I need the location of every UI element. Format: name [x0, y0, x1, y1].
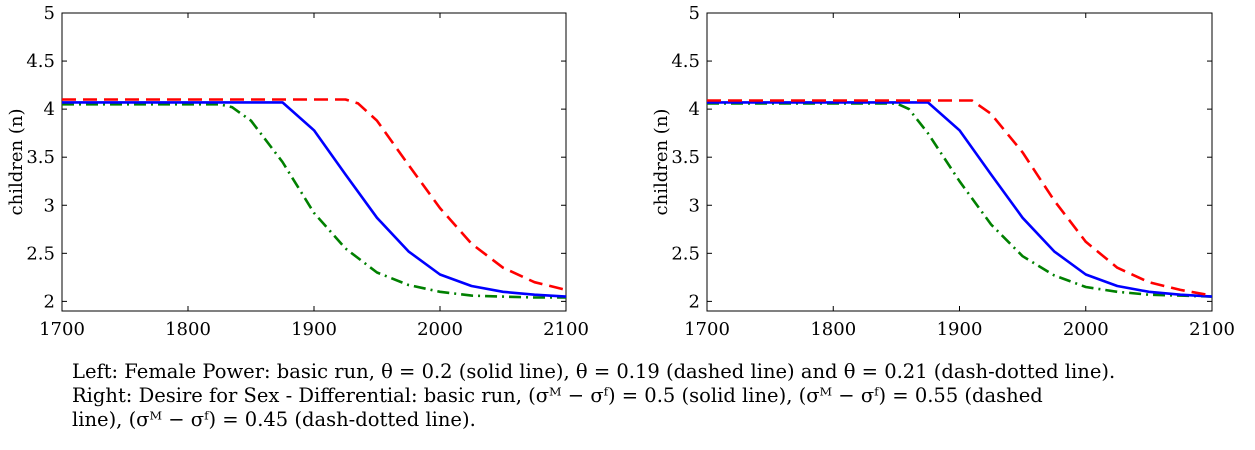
figure-caption: Left: Female Power: basic run, θ = 0.2 (…	[72, 360, 1232, 432]
x-tick-label: 1700	[39, 319, 85, 340]
x-tick-label: 1900	[937, 319, 983, 340]
x-tick-label: 1900	[291, 319, 337, 340]
plot-frame	[706, 12, 1213, 312]
x-tick-label: 2000	[1063, 319, 1109, 340]
series-line-dash-dotted	[62, 103, 566, 299]
chart-panel-right: 1700 1800 1900 2000 2100 2 2.5 3 3.5 4 4.5 5 childre…	[651, 3, 1235, 340]
y-tick-label: 3	[44, 195, 55, 216]
x-tick-label: 2100	[543, 319, 589, 340]
y-tick-label: 5	[689, 3, 700, 24]
y-tick-label: 3	[689, 195, 700, 216]
series-line-dashed	[62, 98, 567, 292]
y-tick-label: 4.5	[26, 51, 55, 72]
series-line-solid	[707, 101, 1213, 298]
plot-frame	[61, 12, 567, 312]
caption-line-left: Left: Female Power: basic run, θ = 0.2 (…	[72, 360, 1116, 383]
y-tick-label: 4	[689, 99, 700, 120]
y-tick-label: 3.5	[26, 147, 55, 168]
y-tick-label: 4.5	[671, 51, 700, 72]
y-tick-label: 5	[44, 3, 55, 24]
series-line-dashed	[707, 99, 1213, 297]
y-tick-label: 3.5	[671, 147, 700, 168]
y-tick-label: 2	[44, 291, 55, 312]
x-tick-label: 2000	[417, 319, 463, 340]
caption-line-right-cont: line), (σᴹ − σᶠ) = 0.45 (dash-dotted lin…	[72, 408, 476, 431]
x-tick-label: 1700	[684, 319, 730, 340]
x-tick-label: 1800	[810, 319, 856, 340]
y-axis-label: children (n)	[651, 109, 672, 216]
series-line-solid	[62, 101, 567, 298]
y-tick-label: 2.5	[671, 243, 700, 264]
y-axis-label: children (n)	[6, 109, 27, 216]
y-tick-label: 4	[44, 99, 55, 120]
series-line-dash-dotted	[707, 102, 1213, 298]
y-tick-label: 2.5	[26, 243, 55, 264]
figure: 1700 1800 1900 2000 2100 2 2.5 3 3.5 4 4.5 5 childre…	[6, 3, 1235, 340]
chart-panel-left: 1700 1800 1900 2000 2100 2 2.5 3 3.5 4 4.5 5 childre…	[6, 3, 589, 340]
y-tick-label: 2	[689, 291, 700, 312]
caption-line-right: Right: Desire for Sex - Differential: ba…	[72, 384, 1043, 407]
x-tick-label: 2100	[1189, 319, 1235, 340]
x-tick-label: 1800	[165, 319, 211, 340]
